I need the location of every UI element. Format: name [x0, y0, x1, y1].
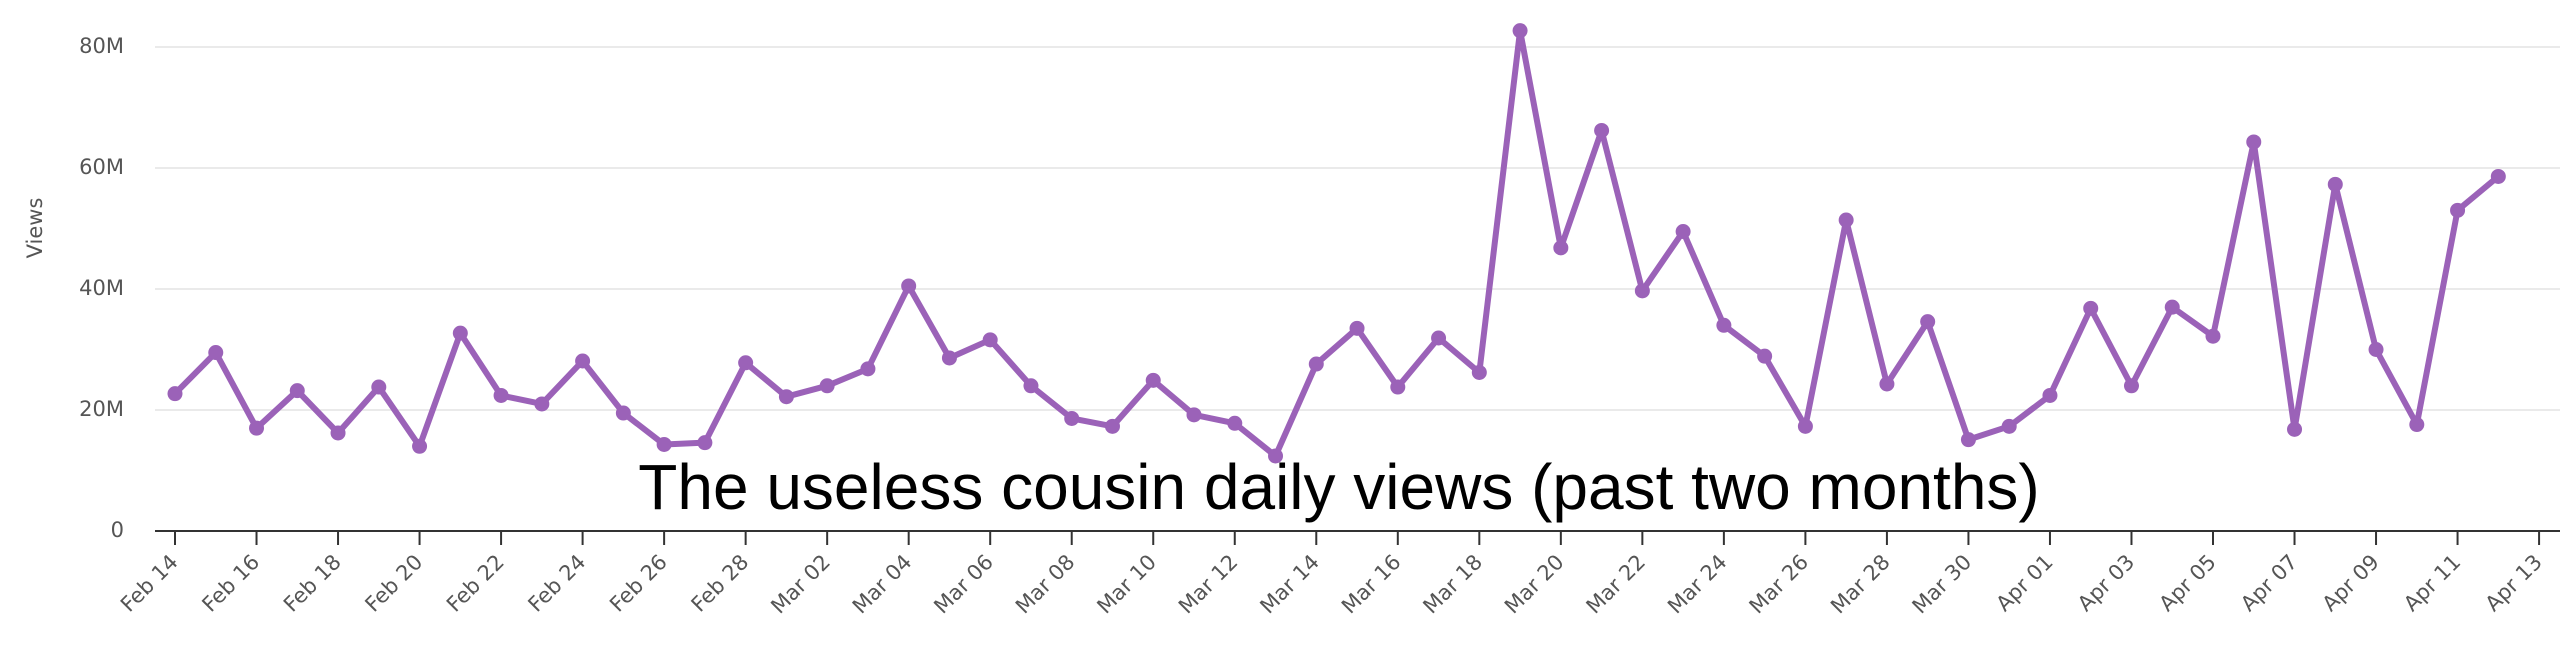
data-point: [1634, 283, 1650, 299]
data-point: [1471, 364, 1487, 380]
x-tick-label: Mar 20: [1500, 550, 1569, 619]
data-point: [2164, 299, 2180, 315]
data-point: [1145, 372, 1161, 388]
x-tick-label: Feb 16: [197, 550, 264, 617]
data-point: [1920, 314, 1936, 330]
data-point: [1308, 356, 1324, 372]
x-tick-label: Feb 22: [442, 550, 509, 617]
data-point: [1675, 224, 1691, 240]
data-point: [1797, 418, 1813, 434]
data-point: [697, 435, 713, 451]
x-tick-label: Mar 18: [1418, 550, 1487, 619]
x-tick-label: Apr 01: [1991, 550, 2057, 616]
data-point: [656, 436, 672, 452]
data-point: [575, 353, 591, 369]
data-point: [2205, 328, 2221, 344]
x-tick-label: Apr 03: [2073, 550, 2139, 616]
x-tick-label: Apr 07: [2236, 550, 2302, 616]
data-point: [982, 332, 998, 348]
data-point: [1553, 240, 1569, 256]
x-tick-label: Feb 14: [116, 550, 183, 617]
x-tick-label: Mar 06: [929, 550, 998, 619]
y-tick-label: 60M: [79, 155, 124, 179]
data-point: [1879, 376, 1895, 392]
data-point: [249, 420, 265, 436]
x-tick-label: Apr 05: [2154, 550, 2220, 616]
y-tick-label: 0: [111, 518, 124, 542]
x-tick-label: Apr 13: [2481, 550, 2547, 616]
data-point: [1757, 348, 1773, 364]
x-tick-label: Apr 09: [2318, 550, 2384, 616]
data-point: [452, 325, 468, 341]
data-point: [1268, 448, 1284, 464]
x-tick-label: Feb 28: [687, 550, 754, 617]
data-point: [2409, 417, 2425, 433]
data-point: [289, 383, 305, 399]
data-point: [778, 389, 794, 405]
data-point: [738, 355, 754, 371]
x-tick-label: Mar 12: [1174, 550, 1243, 619]
y-tick-label: 40M: [79, 276, 124, 300]
y-axis-label: Views: [23, 198, 47, 259]
data-point: [1064, 410, 1080, 426]
x-tick-label: Mar 16: [1337, 550, 1406, 619]
x-tick-label: Feb 26: [605, 550, 672, 617]
data-point: [1431, 330, 1447, 346]
data-point: [1186, 407, 1202, 423]
x-tick-label: Apr 11: [2399, 550, 2465, 616]
data-point: [208, 345, 224, 361]
data-point: [901, 278, 917, 294]
x-tick-label: Mar 08: [1011, 550, 1080, 619]
data-point: [1227, 415, 1243, 431]
x-tick-label: Mar 22: [1582, 550, 1651, 619]
data-point: [2368, 342, 2384, 357]
x-tick-label: Mar 14: [1255, 550, 1324, 619]
data-point: [2123, 378, 2139, 394]
y-tick-label: 80M: [79, 34, 124, 58]
y-tick-label: 20M: [79, 397, 124, 421]
x-tick-label: Mar 02: [766, 550, 835, 619]
chart-title: The useless cousin daily views (past two…: [638, 451, 2039, 523]
data-point: [941, 350, 957, 366]
data-point: [493, 387, 509, 403]
data-point: [412, 438, 428, 454]
data-point: [1594, 122, 1610, 138]
data-point: [1716, 317, 1732, 333]
data-point: [2490, 168, 2506, 184]
data-point: [1838, 212, 1854, 228]
x-tick-label: Feb 20: [360, 550, 427, 617]
x-tick-label: Feb 24: [524, 550, 591, 617]
data-point: [534, 396, 550, 412]
data-point: [1104, 418, 1120, 434]
data-point: [330, 425, 346, 441]
x-tick-label: Mar 10: [1092, 550, 1161, 619]
data-point: [860, 361, 876, 377]
data-point: [2042, 387, 2058, 403]
series-line: [172, 27, 2501, 459]
data-point: [1960, 432, 1976, 448]
data-point: [167, 386, 183, 402]
data-point: [1023, 378, 1039, 394]
data-point: [2246, 134, 2262, 150]
x-tick-label: Mar 04: [848, 550, 917, 619]
data-point: [1349, 320, 1365, 336]
x-tick-label: Mar 24: [1663, 550, 1732, 619]
data-point: [1390, 379, 1406, 395]
x-tick-label: Mar 26: [1745, 550, 1814, 619]
data-point: [371, 379, 387, 395]
x-tick-label: Mar 28: [1826, 550, 1895, 619]
x-tick-label: Feb 18: [279, 550, 346, 617]
data-point: [2083, 300, 2099, 316]
data-point: [1512, 23, 1528, 39]
data-point: [819, 378, 835, 394]
data-point: [2001, 418, 2017, 434]
data-point: [2450, 202, 2466, 218]
data-point: [2327, 176, 2343, 192]
x-tick-label: Mar 30: [1908, 550, 1977, 619]
data-point: [2287, 421, 2303, 437]
data-point: [615, 405, 631, 421]
